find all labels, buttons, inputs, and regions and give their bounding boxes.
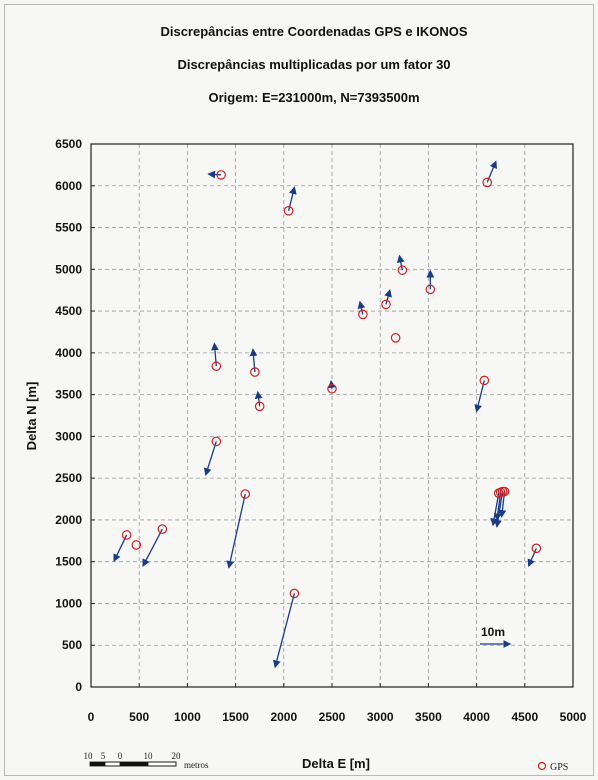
gps-point [289,588,300,599]
x-tick-label: 500 [129,710,149,724]
scale-bar-label-5: 5 [101,751,106,761]
gps-point [390,333,401,343]
gps-point [479,375,490,386]
discrepancy-vector [384,288,392,305]
y-tick-label: 5000 [55,262,82,276]
gps-point [283,206,294,216]
discrepancy-vector [474,380,485,413]
y-tick-label: 3500 [55,388,82,402]
y-tick-label: 6500 [55,137,82,151]
gps-point [216,170,226,180]
x-tick-label: 4000 [463,710,490,724]
chart-title: Discrepâncias entre Coordenadas GPS e IK… [160,24,468,39]
gps-point [531,543,542,554]
discrepancy-vector [396,254,405,271]
discrepancy-vector [494,491,504,528]
gps-point [211,361,222,372]
discrepancy-vectors [113,160,537,669]
scale-bar-unit: metros [184,760,209,770]
chart-origin-note: Origem: E=231000m, N=7393500m [208,90,420,105]
gps-points [121,170,542,599]
discrepancy-vector [142,528,163,568]
gps-point [327,383,337,394]
scale-bar-label-0: 0 [118,751,123,761]
x-tick-label: 3000 [367,710,394,724]
gps-point [254,401,265,412]
reference-vector-label: 10m [481,625,505,639]
axis-ticks: 0 500 1000 1500 2000 2500 3000 3500 4000 4500 5000… [55,137,586,724]
discrepancy-vector [357,300,366,315]
scale-bar-label-10b: 10 [144,751,154,761]
y-tick-label: 1500 [55,555,82,569]
gps-point [211,436,222,447]
scale-bar: 10 5 0 10 20 metros [84,751,209,770]
x-tick-label: 2500 [319,710,346,724]
x-tick-label: 0 [88,710,95,724]
gps-point [499,486,510,497]
figure-frame [4,4,594,776]
discrepancy-vector [527,548,537,568]
x-axis-label: Delta E [m] [302,756,370,771]
gps-point [131,540,142,550]
reference-vector: 10m [480,625,512,648]
y-tick-label: 4000 [55,346,82,360]
grid [91,144,573,687]
gps-point [358,309,368,320]
discrepancy-vector [207,170,222,179]
gps-point [381,299,391,310]
x-tick-label: 5000 [560,710,587,724]
x-tick-label: 3500 [415,710,442,724]
discrepancy-vector [254,390,263,407]
legend-label: GPS [550,762,568,773]
chart-subtitle: Discrepâncias multiplicadas por um fator… [177,57,451,72]
discrepancy-vector [486,160,497,183]
discrepancy-vector [226,493,246,569]
x-tick-label: 1000 [174,710,201,724]
y-tick-label: 2500 [55,471,82,485]
y-tick-label: 5500 [55,221,82,235]
legend: GPS [537,761,568,773]
gps-point [425,284,436,295]
discrepancy-vector [203,441,217,477]
y-tick-label: 1000 [55,596,82,610]
discrepancy-vector [273,593,296,669]
y-tick-label: 6000 [55,179,82,193]
gps-point [397,265,408,275]
x-tick-label: 2000 [270,710,297,724]
gps-point [157,524,168,534]
y-tick-label: 3000 [55,429,82,443]
y-axis-label: Delta N [m] [24,382,39,451]
y-tick-label: 500 [62,638,82,652]
gps-point [482,177,493,188]
legend-marker [537,761,547,771]
gps-point [121,530,132,540]
x-tick-label: 4500 [511,710,538,724]
gps-point [250,367,260,377]
y-tick-label: 0 [75,680,82,694]
plot-area-frame [90,143,574,688]
scale-bar-label-20: 20 [172,751,182,761]
gps-point [240,489,251,499]
y-tick-label: 2000 [55,513,82,527]
x-tick-label: 1500 [222,710,249,724]
scale-bar-label-10a: 10 [84,751,94,761]
y-tick-label: 4500 [55,304,82,318]
